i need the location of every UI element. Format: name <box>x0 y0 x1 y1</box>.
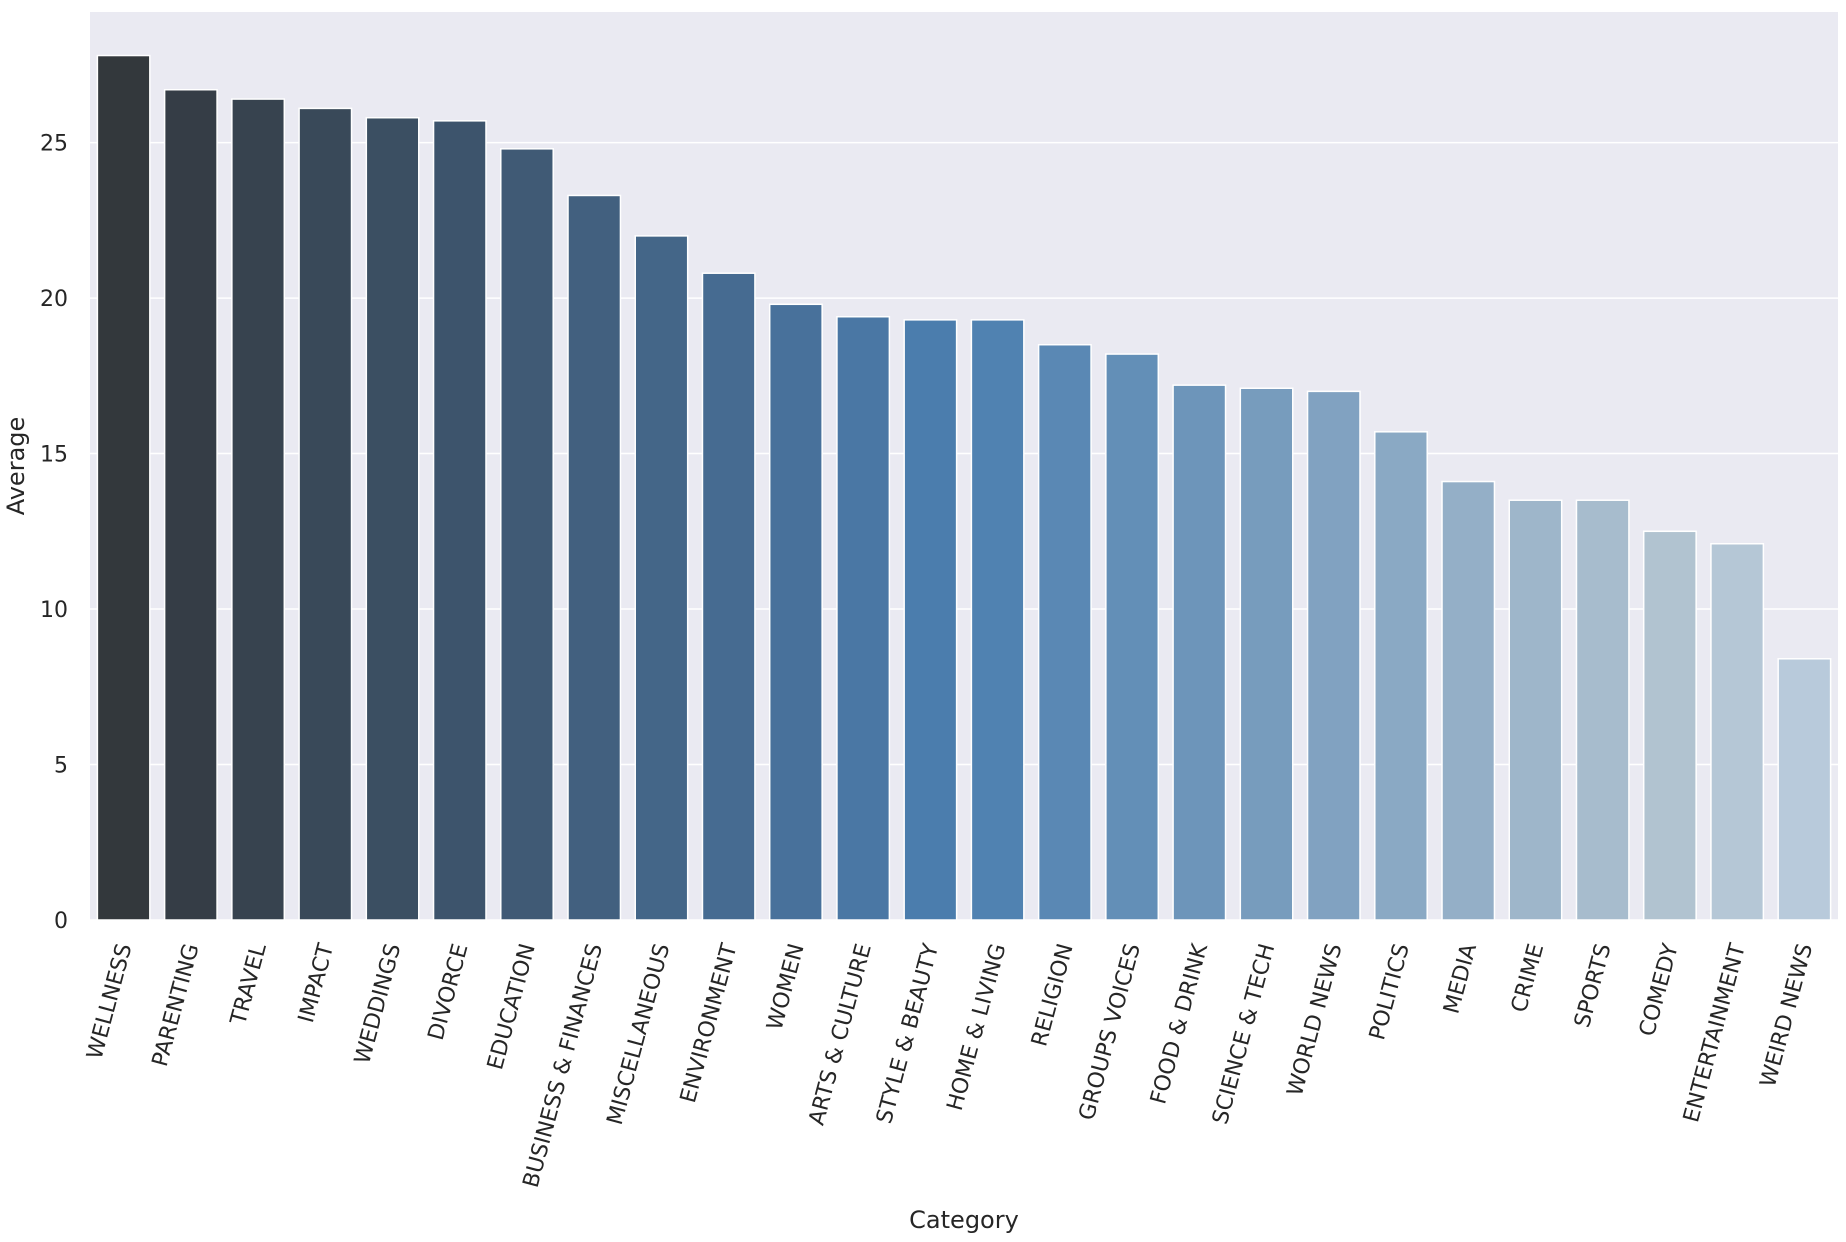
bar <box>836 315 891 921</box>
x-tick-labels: WELLNESS PARENTING TRAVEL IMPACT WEDDINGS DIV… <box>83 940 1819 1190</box>
bar <box>1037 343 1092 921</box>
y-axis-label: Average <box>2 417 30 516</box>
x-tick-label: DIVORCE <box>424 941 474 1043</box>
bar <box>1710 542 1765 921</box>
bar <box>1441 480 1496 921</box>
bar <box>1105 353 1160 921</box>
bar <box>231 98 286 921</box>
x-tick-label: POLITICS <box>1365 941 1415 1043</box>
y-tick-label: 10 <box>40 598 68 623</box>
x-tick-label: CRIME <box>1507 941 1549 1015</box>
x-tick-label: TRAVEL <box>226 940 272 1028</box>
x-tick-label: IMPACT <box>294 941 339 1026</box>
bar <box>1172 384 1227 921</box>
bar <box>1508 499 1563 921</box>
y-tick-label: 0 <box>54 909 68 934</box>
bar <box>701 272 756 921</box>
x-tick-label: WELLNESS <box>83 941 138 1062</box>
bar <box>96 54 151 921</box>
bar <box>768 303 823 921</box>
bar <box>903 319 958 921</box>
bar <box>298 107 353 921</box>
y-tick-label: 15 <box>40 443 68 468</box>
x-tick-label: SCIENCE & TECH <box>1208 941 1280 1127</box>
x-tick-label: WEDDINGS <box>350 941 406 1067</box>
x-tick-label: MEDIA <box>1439 941 1482 1016</box>
bar <box>432 120 487 921</box>
bar <box>970 319 1025 921</box>
bar <box>567 194 622 921</box>
x-tick-label: ENTERTAINMENT <box>1679 941 1751 1126</box>
bar <box>1374 431 1428 921</box>
y-tick-label: 25 <box>40 132 68 157</box>
x-tick-label: EDUCATION <box>483 941 541 1072</box>
x-tick-label: SPORTS <box>1570 941 1616 1030</box>
x-tick-label: MISCELLANEOUS <box>603 941 675 1128</box>
x-tick-label: WORLD NEWS <box>1283 941 1348 1099</box>
x-tick-label: GROUPS VOICES <box>1075 941 1146 1123</box>
bar <box>500 148 554 921</box>
bar <box>1306 390 1361 921</box>
x-tick-label: FOOD & DRINK <box>1146 941 1213 1107</box>
y-tick-labels: 0 5 10 15 20 25 <box>40 132 68 934</box>
x-tick-label: PARENTING <box>148 941 205 1069</box>
x-axis-label: Category <box>909 1206 1019 1234</box>
x-tick-label: WEIRD NEWS <box>1756 941 1818 1090</box>
y-tick-label: 20 <box>40 287 68 312</box>
x-tick-label: HOME & LIVING <box>943 941 1012 1113</box>
x-tick-label: ARTS & CULTURE <box>804 941 876 1128</box>
bar <box>1777 658 1832 921</box>
y-tick-label: 5 <box>54 754 68 779</box>
x-tick-label: STYLE & BEAUTY <box>872 941 944 1127</box>
x-tick-label: RELIGION <box>1027 941 1078 1049</box>
x-tick-label: WOMEN <box>763 941 810 1033</box>
bar <box>1575 499 1630 921</box>
bar <box>1642 530 1697 921</box>
bar <box>1239 387 1294 921</box>
bar <box>365 116 420 921</box>
bar <box>634 235 689 921</box>
bars <box>96 54 1832 921</box>
x-tick-label: ENVIRONMENT <box>676 941 743 1106</box>
bar <box>163 88 218 921</box>
x-tick-label: COMEDY <box>1635 941 1684 1040</box>
